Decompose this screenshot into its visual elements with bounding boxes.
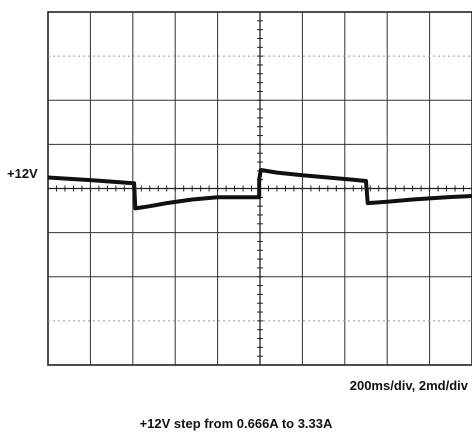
scale-label: 200ms/div, 2md/div [349, 378, 468, 393]
chart-caption: +12V step from 0.666A to 3.33A [139, 416, 333, 431]
y-marker-label: +12V [7, 166, 38, 181]
voltage-trace [47, 168, 472, 211]
